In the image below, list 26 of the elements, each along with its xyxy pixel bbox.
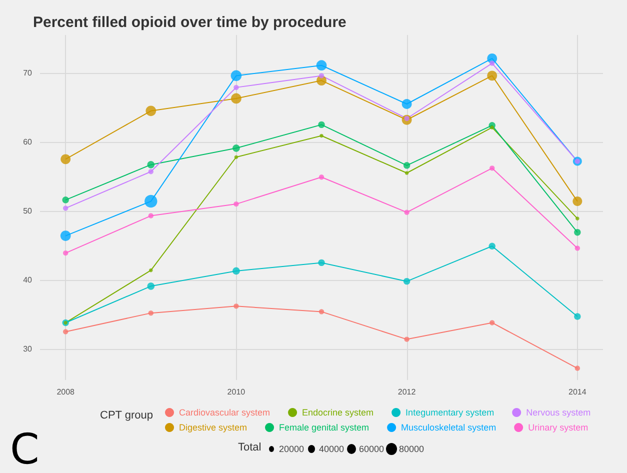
legend-label: Cardiovascular system [179,408,270,418]
y-tick-label: 60 [23,137,33,146]
legend-label: Musculoskeletal system [401,422,496,432]
legend-label: Digestive system [179,422,248,432]
y-tick-label: 70 [23,68,33,78]
y-tick-label: 40 [23,275,33,284]
legend-label: 80000 [398,444,424,454]
legend-label: Urinary system [528,422,588,432]
legend-label: Nervous system [526,408,591,418]
text: Endocrine system [302,408,374,418]
x-tick-label: 2010 [227,388,246,396]
text: Total [238,442,262,454]
x-tick-label: 2008 [56,388,76,396]
legend-title: CPT group [100,410,153,422]
x-tick-label: 2014 [568,388,587,396]
y-tick-label: 30 [23,344,33,354]
x-tick-label: 2012 [398,388,416,396]
y-tick-label: 50 [23,206,33,216]
text: C [10,424,40,473]
text: Integumentary system [406,408,494,418]
chart-title: Percent filled opioid over time by procedure [33,14,346,31]
legend-label: Female genital system [279,422,370,432]
legend-label: 20000 [278,444,304,454]
legend-label: 60000 [358,444,384,454]
size-legend: 20000 40000 60000 80000 [264,442,424,456]
legend-label: 40000 [318,444,344,454]
